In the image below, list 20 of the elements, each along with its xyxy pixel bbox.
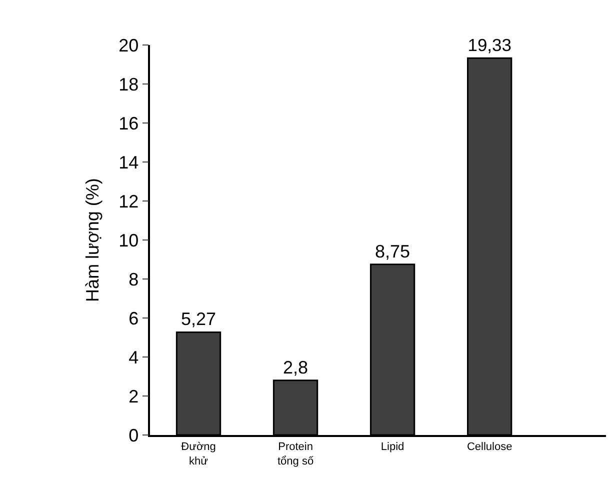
data-label: 2,8 (283, 357, 308, 378)
y-tick-label: 10 (118, 230, 139, 250)
y-tick-label: 8 (128, 269, 139, 290)
x-tick-label: Protein tổng số (277, 440, 314, 468)
y-tick-label: 2 (128, 386, 139, 406)
y-tick-label: 0 (128, 425, 139, 446)
x-tick-label: Đường khử (181, 440, 216, 468)
y-tick-label: 6 (128, 308, 139, 328)
y-tick-label: 12 (118, 191, 139, 212)
x-tick-label: Cellulose (466, 440, 512, 453)
y-axis-title: Hàm lượng (%) (82, 178, 102, 302)
data-label: 5,27 (180, 309, 216, 330)
y-tick-label: 20 (118, 35, 139, 56)
x-tick-label: Lipid (380, 440, 404, 453)
y-tick-label: 16 (118, 113, 139, 134)
y-tick-label: 4 (128, 347, 139, 368)
data-label: 8,75 (375, 241, 410, 262)
y-tick-label: 14 (118, 152, 139, 172)
y-tick-label: 18 (118, 74, 139, 94)
data-label: 19,33 (468, 35, 512, 56)
